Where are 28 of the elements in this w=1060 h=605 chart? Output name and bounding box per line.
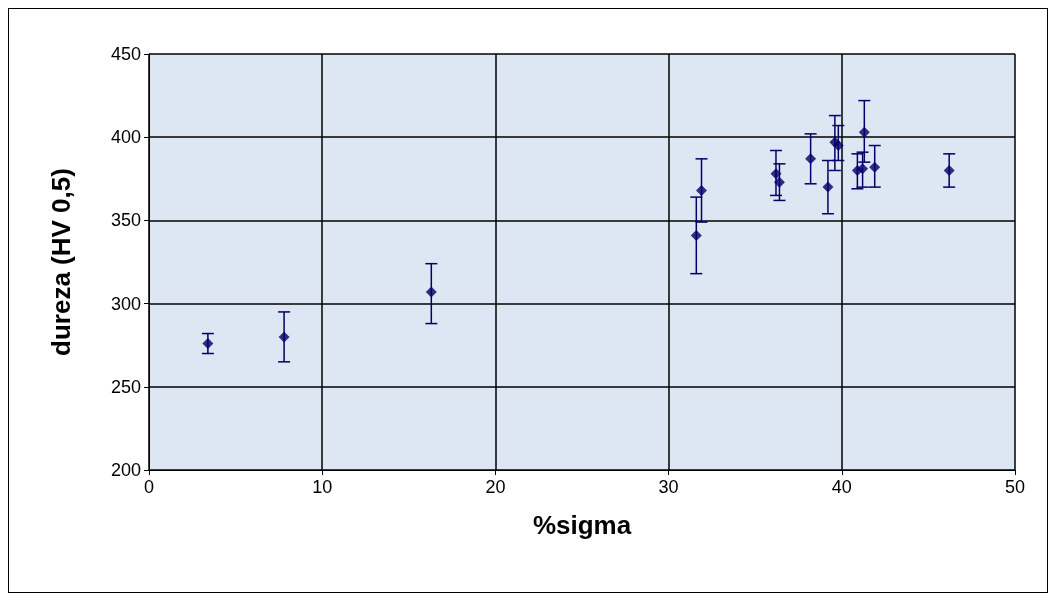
y-tick-label: 200 [110,460,141,480]
point [278,331,290,343]
point [690,229,702,241]
x-tick-label: 50 [1004,477,1026,497]
point [202,338,214,350]
point [857,163,869,175]
point [869,161,881,173]
x-tick-label: 10 [312,477,333,497]
point [773,176,785,188]
y-tick-label: 300 [110,293,141,314]
point [805,153,817,165]
point [943,164,955,176]
point [696,184,708,196]
y-tick-label: 400 [110,127,141,148]
point [832,140,844,152]
y-tick-label: 250 [110,376,141,397]
x-tick-label: 20 [485,477,506,497]
point [822,181,834,193]
point [425,286,437,298]
y-axis-title: dureza (HV 0,5) [46,168,76,356]
point [858,126,870,138]
x-tick-label: 0 [143,477,155,497]
x-axis-title: %sigma [532,510,632,540]
y-tick-label: 450 [110,44,141,64]
x-tick-label: 30 [658,477,679,497]
y-tick-label: 350 [110,210,141,231]
x-tick-label: 40 [831,477,852,497]
point [770,168,782,180]
